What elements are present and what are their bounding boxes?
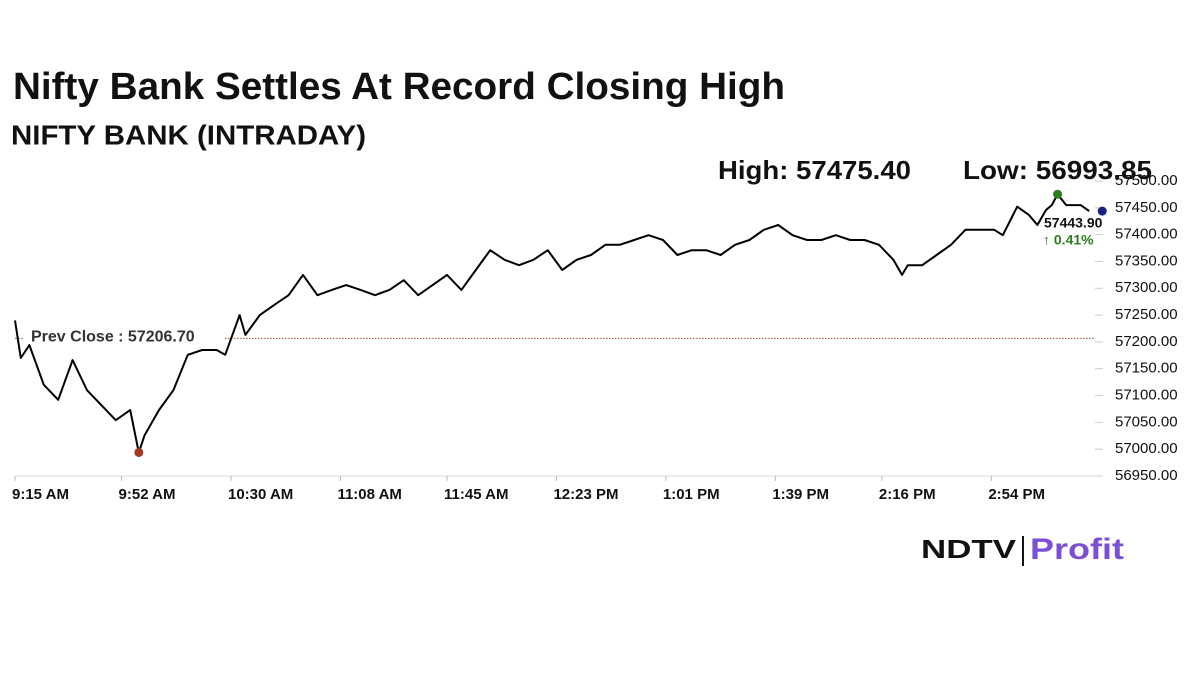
y-tick-label: 57450.00	[1115, 199, 1178, 216]
low-label: Low: 56993.85	[963, 155, 1152, 185]
y-tick-label: 57250.00	[1115, 306, 1178, 323]
y-tick-label: 57000.00	[1115, 440, 1178, 457]
x-tick-label: 11:08 AM	[337, 486, 401, 503]
chart-title: Nifty Bank Settles At Record Closing Hig…	[13, 66, 785, 108]
y-tick-label: 57400.00	[1115, 226, 1178, 243]
high-marker	[1053, 189, 1063, 199]
y-tick-label: 57350.00	[1115, 252, 1178, 269]
price-line	[14, 193, 1090, 454]
y-tick-label: 57150.00	[1115, 360, 1178, 377]
x-tick-label: 1:01 PM	[663, 486, 720, 503]
x-tick-label: 10:30 AM	[228, 486, 293, 503]
low-marker	[134, 447, 144, 457]
y-tick-label: 56950.00	[1115, 467, 1178, 484]
y-tick-label: 57100.00	[1115, 387, 1178, 404]
last-marker	[1097, 206, 1107, 216]
high-label: High: 57475.40	[718, 155, 911, 185]
y-tick-label: 57300.00	[1115, 279, 1178, 296]
x-tick-label: 12:23 PM	[553, 486, 618, 503]
prev-close-bg	[24, 326, 224, 349]
y-tick-label: 57050.00	[1115, 413, 1178, 430]
prev-close-label: Prev Close : 57206.70	[31, 329, 195, 346]
logo-ndtv: NDTV	[921, 534, 1017, 564]
last-price-label: 57443.90	[1044, 215, 1103, 231]
y-tick-label: 57500.00	[1115, 172, 1178, 189]
x-tick-label: 2:16 PM	[879, 486, 936, 503]
x-tick-label: 11:45 AM	[444, 486, 508, 503]
chart-subtitle: NIFTY BANK (INTRADAY)	[11, 119, 366, 150]
x-tick-label: 2:54 PM	[988, 486, 1045, 503]
logo-profit: Profit	[1030, 533, 1124, 566]
change-label: ↑ 0.41%	[1043, 232, 1094, 248]
x-tick-label: 9:52 AM	[119, 486, 176, 503]
x-tick-label: 9:15 AM	[12, 486, 69, 503]
y-tick-label: 57200.00	[1115, 333, 1178, 350]
x-tick-label: 1:39 PM	[772, 486, 829, 503]
